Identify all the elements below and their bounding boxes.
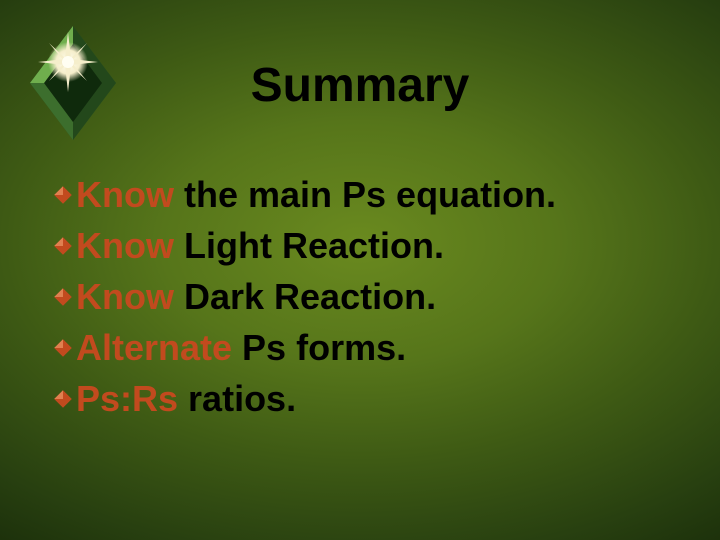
bullet-text: Alternate Ps forms. (76, 325, 406, 370)
bullet-list: Know the main Ps equation.Know Light Rea… (52, 172, 680, 427)
bullet-text: Ps:Rs ratios. (76, 376, 296, 421)
bullet-lead: Know (76, 276, 174, 317)
bullet-rest: Light Reaction. (174, 225, 444, 266)
bullet-text: Know Light Reaction. (76, 223, 444, 268)
diamond-bullet-icon (52, 286, 74, 308)
diamond-bullet-icon (52, 184, 74, 206)
bullet-rest: Dark Reaction. (174, 276, 436, 317)
diamond-bullet-icon (52, 337, 74, 359)
bullet-rest: ratios. (178, 378, 296, 419)
bullet-item: Ps:Rs ratios. (52, 376, 680, 421)
bullet-item: Know Dark Reaction. (52, 274, 680, 319)
bullet-lead: Ps:Rs (76, 378, 178, 419)
bullet-rest: the main Ps equation. (174, 174, 556, 215)
bullet-lead: Know (76, 174, 174, 215)
bullet-lead: Alternate (76, 327, 232, 368)
bullet-text: Know Dark Reaction. (76, 274, 436, 319)
bullet-item: Know Light Reaction. (52, 223, 680, 268)
bullet-text: Know the main Ps equation. (76, 172, 556, 217)
bullet-item: Know the main Ps equation. (52, 172, 680, 217)
slide-title: Summary (0, 58, 720, 113)
bullet-rest: Ps forms. (232, 327, 406, 368)
diamond-bullet-icon (52, 388, 74, 410)
diamond-bullet-icon (52, 235, 74, 257)
bullet-item: Alternate Ps forms. (52, 325, 680, 370)
bullet-lead: Know (76, 225, 174, 266)
